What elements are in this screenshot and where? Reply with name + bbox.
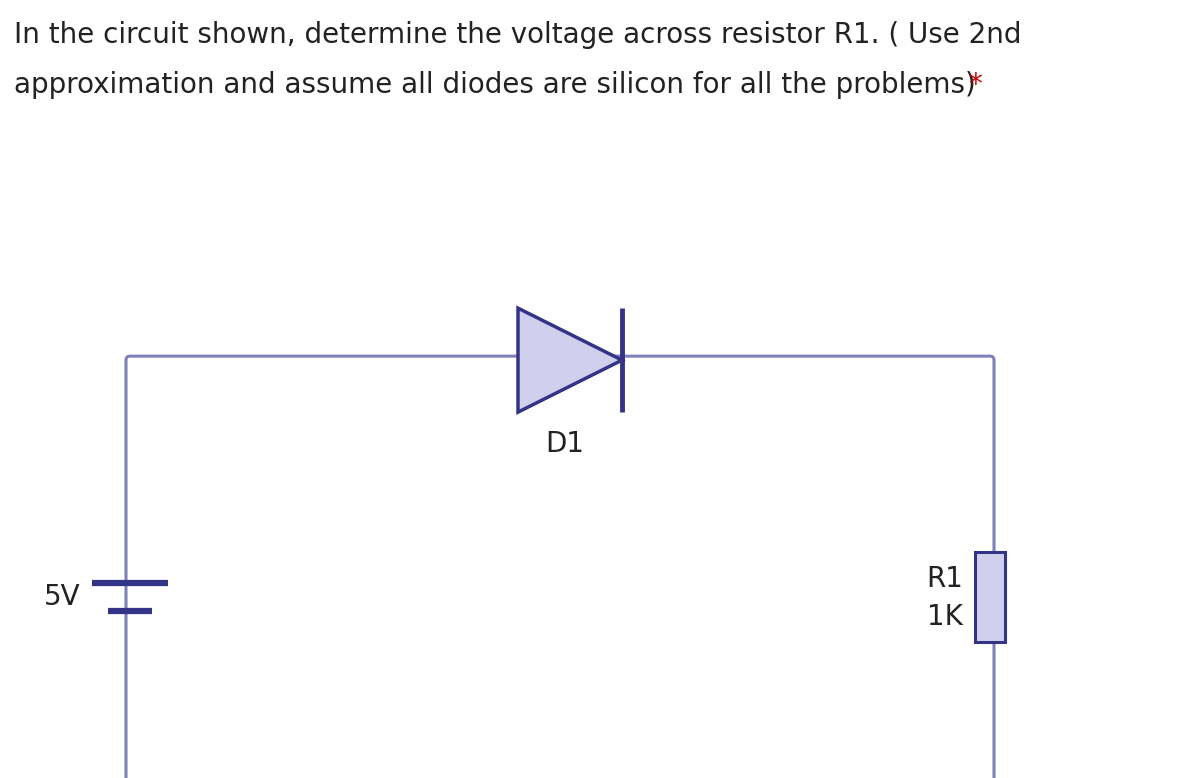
Text: 5V: 5V [43, 583, 80, 611]
Text: approximation and assume all diodes are silicon for all the problems): approximation and assume all diodes are … [14, 72, 985, 100]
Text: 1K: 1K [928, 603, 964, 631]
Bar [974, 552, 1006, 642]
Text: In the circuit shown, determine the voltage across resistor R1. ( Use 2nd: In the circuit shown, determine the volt… [14, 21, 1022, 49]
Text: *: * [968, 72, 982, 100]
Text: D1: D1 [546, 430, 584, 458]
Polygon shape [518, 308, 622, 412]
Text: R1: R1 [926, 565, 964, 593]
